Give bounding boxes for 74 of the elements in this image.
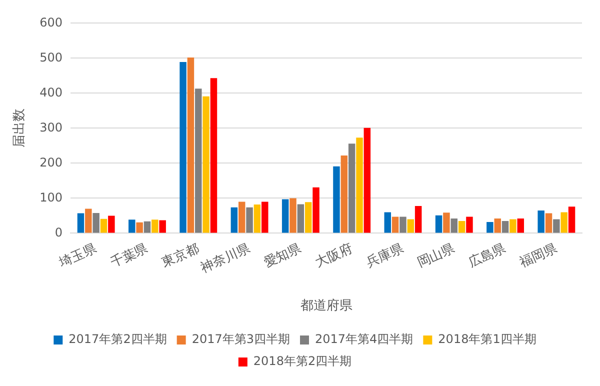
x-tick-label: 広島県 (466, 240, 508, 271)
bar (144, 221, 151, 233)
bar (517, 218, 524, 233)
bar (510, 219, 516, 233)
bar (392, 216, 399, 233)
y-tick-label: 500 (40, 50, 63, 64)
bar (384, 212, 392, 233)
bar (568, 206, 576, 233)
y-tick-label: 100 (40, 190, 63, 204)
bar (458, 220, 466, 233)
y-tick-label: 300 (40, 120, 63, 134)
bar (466, 216, 473, 233)
bar (246, 207, 253, 233)
bar (502, 220, 509, 233)
bar (202, 96, 210, 233)
legend-label: 2018年第2四半期 (253, 354, 352, 368)
bar (400, 216, 406, 233)
legend-label: 2017年第2四半期 (68, 332, 167, 346)
bar (85, 208, 92, 233)
bar (261, 202, 268, 233)
x-tick-label: 兵庫県 (364, 240, 406, 271)
y-axis-title: 届出数 (12, 108, 28, 148)
bar (100, 218, 108, 233)
bar (290, 198, 296, 233)
y-tick-label: 200 (40, 155, 63, 170)
x-axis-title: 都道府県 (300, 298, 352, 314)
bar (553, 219, 560, 233)
x-tick-label: 埼玉県 (56, 241, 100, 272)
bar (187, 58, 194, 233)
bar (538, 210, 544, 233)
x-tick-label: 千葉県 (108, 241, 150, 271)
bar (128, 220, 136, 233)
x-tick-label: 福岡県 (518, 241, 560, 271)
bar (92, 212, 100, 233)
y-tick-label: 400 (40, 85, 63, 100)
x-tick-label: 大阪府 (312, 240, 355, 271)
bar (435, 215, 442, 233)
bar (486, 222, 494, 233)
bar (443, 212, 450, 233)
bar (136, 222, 143, 233)
x-tick-label: 岡山県 (415, 241, 458, 271)
bar (238, 202, 246, 233)
bar (108, 216, 115, 233)
x-tick-label: 東京都 (160, 241, 202, 271)
legend-label: 2017年第3四半期 (192, 332, 290, 346)
bar (450, 218, 458, 233)
bar (304, 202, 312, 233)
bar (159, 220, 166, 233)
bar (340, 156, 348, 233)
bar (230, 207, 238, 233)
bar (407, 219, 414, 233)
bar (545, 213, 552, 233)
y-tick-label: 0 (54, 225, 63, 240)
bar (297, 204, 304, 233)
bar (282, 199, 289, 233)
bar (210, 78, 218, 233)
bar (152, 220, 158, 233)
bar (180, 62, 186, 233)
bar (494, 218, 501, 233)
bar (364, 128, 371, 233)
bar (333, 166, 340, 233)
bar (195, 88, 202, 233)
x-tick-label: 愛知県 (262, 241, 304, 271)
bar (348, 144, 356, 233)
y-tick-label: 600 (40, 15, 63, 30)
bar (414, 206, 422, 233)
bar (356, 138, 363, 233)
bar (312, 187, 320, 233)
x-tick-label: 神奈川県 (198, 241, 252, 276)
bar (254, 204, 261, 233)
legend-label: 2017年第4四半期 (315, 332, 414, 346)
bar (77, 213, 84, 233)
bar (560, 212, 568, 233)
legend-label: 2018年第1四半期 (438, 332, 536, 346)
